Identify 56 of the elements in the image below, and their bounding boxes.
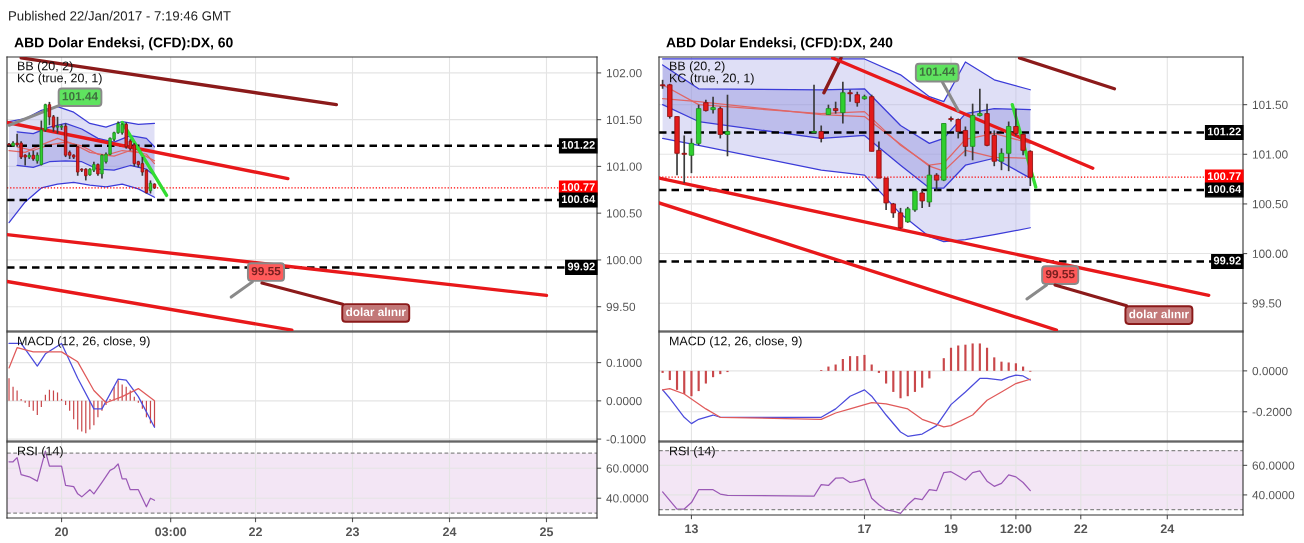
x-tick-label: 20 [55, 527, 68, 537]
ref-line-label: 99.92 [1213, 256, 1241, 265]
ref-line-label: 99.92 [567, 262, 595, 271]
y-tick-label: 100.00 [606, 255, 642, 265]
ref-line-label: 100.77 [1207, 172, 1241, 181]
annotation: RSI (14) [18, 446, 63, 458]
y-tick-label: 99.50 [606, 302, 636, 312]
ref-line-label: 101.22 [561, 140, 595, 149]
annotation: 101.44 [62, 92, 99, 101]
chart-title: ABD Dolar Endeksi, (CFD):DX, 60 [14, 37, 233, 51]
y-tick-label: 60.0000 [1252, 461, 1295, 470]
y-tick-label: 102.00 [606, 68, 642, 78]
x-tick-label: 03:00 [155, 527, 187, 537]
ref-line-label: 101.22 [1207, 127, 1241, 136]
y-tick-label: 0.0000 [606, 396, 642, 406]
y-tick-label: 101.50 [606, 115, 642, 125]
y-tick-label: 101.00 [1252, 150, 1288, 159]
annotation: 101.44 [919, 67, 956, 76]
y-tick-label: 99.50 [1252, 299, 1282, 308]
ref-line-label: 100.64 [561, 195, 596, 204]
annotation: RSI (14) [670, 446, 715, 458]
x-tick-label: 17 [858, 524, 871, 534]
annotation: dolar alınır [1129, 309, 1189, 319]
y-tick-label: -0.1000 [606, 435, 646, 444]
y-tick-label: 100.50 [1252, 199, 1288, 209]
y-tick-label: 40.0000 [1252, 490, 1295, 500]
y-tick-label: -0.2000 [1252, 407, 1292, 417]
y-tick-label: 100.50 [606, 209, 642, 218]
y-tick-label: 100.00 [1252, 249, 1288, 258]
y-tick-label: 0.1000 [606, 358, 642, 367]
x-tick-label: 25 [539, 527, 554, 537]
annotation: BB (20, 2) [670, 61, 725, 73]
x-tick-label: 12:00 [1000, 524, 1032, 534]
annotation: MACD (12, 26, close, 9) [670, 336, 802, 348]
y-tick-label: 40.0000 [606, 494, 649, 503]
annotation: dolar alınır [346, 307, 406, 317]
x-tick-label: 19 [944, 524, 958, 534]
ref-line-label: 100.64 [1207, 185, 1242, 194]
x-tick-label: 13 [685, 524, 698, 534]
x-tick-label: 22 [1074, 524, 1088, 534]
y-tick-label: 0.0000 [1252, 366, 1288, 376]
annotation: MACD (12, 26, close, 9) [18, 336, 150, 348]
y-tick-label: 101.00 [606, 162, 642, 171]
text: Published 22/Jan/2017 - 7:19:46 GMT [9, 10, 231, 21]
x-tick-label: 23 [346, 527, 360, 537]
x-tick-label: 24 [442, 527, 457, 537]
annotation: 99.55 [1045, 269, 1075, 279]
y-tick-label: 60.0000 [606, 464, 649, 473]
annotation: 99.55 [251, 266, 281, 276]
x-tick-label: 22 [249, 527, 262, 537]
annotation: KC (true, 20, 1) [18, 73, 102, 85]
y-tick-label: 101.50 [1252, 100, 1288, 110]
ref-line-label: 100.77 [561, 183, 595, 191]
chart-title: ABD Dolar Endeksi, (CFD):DX, 240 [666, 37, 893, 51]
annotation: KC (true, 20, 1) [670, 73, 754, 85]
x-tick-label: 24 [1160, 524, 1175, 534]
